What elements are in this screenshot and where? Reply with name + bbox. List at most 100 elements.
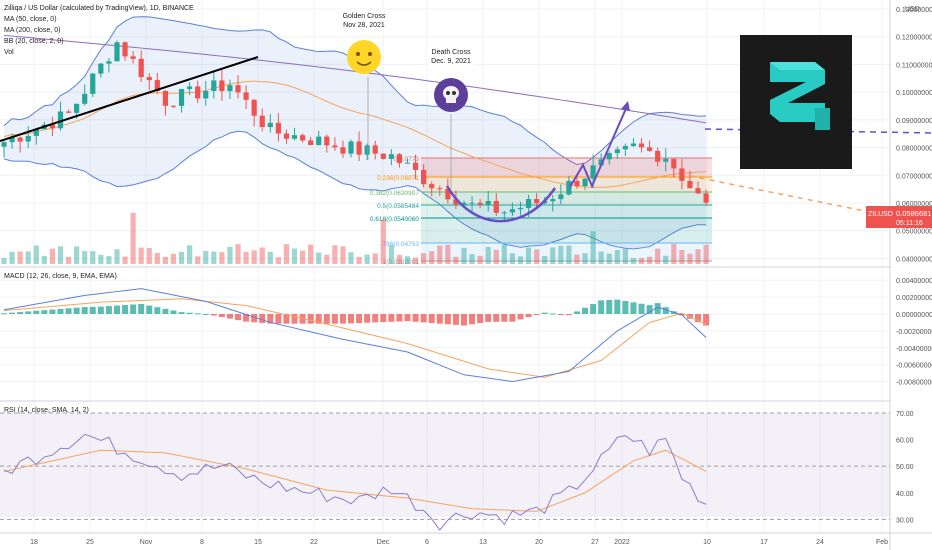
price-tick-label: 0.11000000: [896, 62, 932, 69]
golden-cross-date: Nov 28, 2021: [343, 22, 385, 29]
candle-body: [25, 135, 31, 142]
candle-body: [17, 137, 23, 142]
macd-tick-label: -0.00800000: [896, 380, 932, 387]
indicator-ma200[interactable]: MA (200, close, 0): [4, 27, 60, 34]
projection-arrow[interactable]: [569, 103, 629, 189]
macd-hist-bar: [460, 314, 467, 326]
rsi-axis[interactable]: 70.00 60.00 50.00 40.00 30.00: [896, 411, 914, 524]
volume-bar: [534, 249, 540, 264]
macd-hist-bar: [41, 310, 48, 314]
candle-body: [1, 142, 7, 147]
candle-body: [211, 80, 217, 92]
candle-body: [162, 90, 168, 106]
death-cross-marker[interactable]: Death Cross Dec. 9, 2021: [427, 46, 475, 190]
macd-gridlines: [0, 279, 890, 383]
candle-body: [170, 105, 177, 107]
volume-bar: [590, 231, 596, 264]
macd-hist-bar: [89, 306, 96, 314]
indicator-bb[interactable]: BB (20, close, 2, 0): [4, 38, 64, 45]
volume-bar: [82, 251, 88, 264]
macd-hist-bar: [73, 307, 80, 314]
ma-50-line: [3, 80, 707, 188]
volume-bar: [251, 250, 257, 264]
macd-hist-bar: [339, 314, 346, 324]
volume-bar: [259, 247, 265, 264]
macd-hist-bar: [396, 314, 403, 322]
volume-bar: [138, 247, 144, 264]
macd-hist-bar: [493, 314, 500, 322]
macd-hist-bar: [348, 314, 355, 324]
macd-hist-bar: [533, 314, 540, 315]
candle-body: [372, 145, 378, 154]
candle-body: [598, 159, 604, 166]
candle-body: [412, 162, 419, 170]
macd-label[interactable]: MACD (12, 26, close, 9, EMA, EMA): [4, 273, 117, 280]
macd-hist-bar: [9, 312, 16, 314]
volume-bar: [9, 251, 15, 264]
volume-bar: [372, 253, 378, 264]
time-axis[interactable]: 18 25 Nov 8 15 22 Dec 6 13 20 27 2022 10 17 24 Feb: [30, 539, 888, 546]
volume-bar: [114, 249, 120, 264]
indicator-vol[interactable]: Vol: [4, 49, 14, 56]
macd-hist-bar: [380, 314, 387, 323]
candle-body: [187, 86, 193, 90]
macd-hist-bar: [654, 303, 661, 314]
macd-hist-bar: [146, 305, 153, 314]
volume-bar: [348, 252, 354, 264]
candle-body: [235, 85, 241, 93]
ma50-extension-dashed[interactable]: [689, 175, 871, 213]
candle-body: [332, 145, 338, 148]
candlesticks: [1, 40, 709, 221]
volume-bar: [154, 252, 160, 264]
price-axis[interactable]: 0.13000000 0.12000000 0.11000000 0.10000000…: [896, 7, 932, 263]
candle-body: [267, 122, 273, 128]
rsi-line: [3, 433, 707, 531]
macd-hist-bar: [81, 307, 88, 314]
candle-body: [33, 129, 39, 136]
macd-hist-bar: [582, 307, 589, 314]
candle-body: [316, 136, 322, 146]
macd-hist-bar: [420, 314, 427, 323]
macd-hist-bar: [404, 314, 411, 322]
golden-cross-title: Golden Cross: [343, 13, 386, 20]
rsi-tick-label: 60.00: [896, 438, 914, 445]
volume-bar: [501, 244, 507, 264]
chart-legend[interactable]: Zilliqa / US Dollar (calculated by Tradi…: [4, 5, 194, 56]
indicator-ma50[interactable]: MA (50, close, 0): [4, 16, 57, 23]
volume-bar: [65, 256, 72, 264]
time-tick-label: 2022: [614, 539, 630, 546]
candle-body: [453, 199, 459, 205]
candle-body: [421, 169, 427, 185]
candle-body: [138, 58, 144, 78]
volume-bar: [1, 257, 7, 264]
candle-body: [695, 188, 701, 194]
candle-body: [130, 56, 136, 59]
macd-hist-bar: [517, 314, 524, 320]
candle-body: [582, 178, 588, 187]
candle-body: [404, 162, 411, 164]
fib-zone: [421, 158, 712, 177]
macd-hist-bar: [703, 314, 710, 326]
candle-body: [445, 188, 451, 200]
candle-body: [106, 61, 112, 64]
trendline-drawing[interactable]: [0, 56, 259, 142]
fib-level-label: 0(0.0773: [393, 156, 419, 163]
candle-body: [275, 122, 281, 134]
time-tick-label: 8: [200, 539, 204, 546]
volume-bar: [550, 247, 556, 264]
rsi-label[interactable]: RSI (14, close, SMA, 14, 2): [4, 407, 89, 414]
macd-tick-label: -0.00200000: [896, 329, 932, 336]
volume-bar: [332, 245, 338, 264]
volume-bar: [412, 257, 419, 264]
candle-body: [614, 149, 620, 154]
price-tag-symbol: ZILUSD: [868, 211, 893, 218]
sun-icon: [347, 40, 381, 74]
golden-cross-marker[interactable]: Golden Cross Nov 28, 2021: [340, 9, 386, 160]
macd-axis[interactable]: 0.00400000 0.00200000 0.00000000 -0.0020000…: [896, 278, 932, 386]
candle-body: [57, 111, 64, 129]
macd-hist-bar: [218, 314, 225, 318]
cup-curve-drawing[interactable]: [445, 185, 557, 223]
candle-body: [259, 115, 265, 128]
volume-bar: [130, 212, 136, 264]
